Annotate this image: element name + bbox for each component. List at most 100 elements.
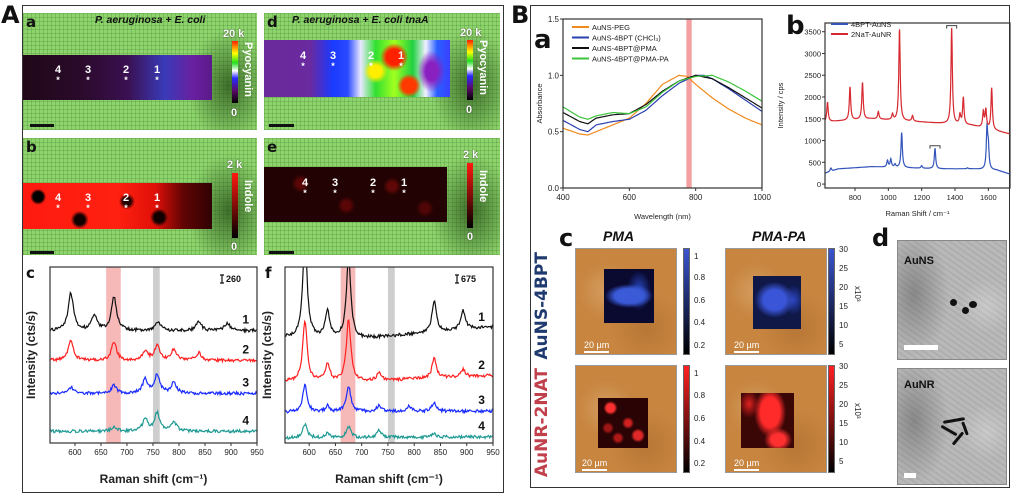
colorbar-indole <box>467 163 473 228</box>
series-label: 4 <box>242 413 249 427</box>
colorbar-tick: 10 <box>839 321 848 330</box>
scale-bar-value: 260 <box>226 274 241 284</box>
y-tick-label: 2000 <box>804 93 821 102</box>
panel-label-Ba: a <box>534 25 552 55</box>
panel-label-d: d <box>267 13 278 31</box>
chart-raman-c: 1 2 3 4 600 650 700 750 800 850 900 950 Raman shift … <box>24 266 264 486</box>
x-tick-label: 650 <box>94 448 108 457</box>
point-1: 1 * <box>397 50 405 71</box>
point-2: 2 * <box>122 64 130 85</box>
x-tick-label: 1000 <box>753 193 771 202</box>
colorbar-tick: 30 <box>839 245 848 254</box>
y-tick-label: 1.0 <box>548 71 560 80</box>
colorbar-unit: x10³ <box>853 286 862 302</box>
x-tick-label: 950 <box>486 448 500 457</box>
raman-map-strip <box>23 55 212 100</box>
series-label: 3 <box>478 393 485 407</box>
point-4: 4 * <box>54 64 62 85</box>
scale-bar <box>269 124 294 127</box>
plot-frame <box>284 266 494 444</box>
peak-bracket-marker <box>929 145 941 149</box>
y-tick-label: 0.5 <box>548 128 560 137</box>
y-tick-label: 1.5 <box>548 15 560 24</box>
map-pyocyanin-tnaA: d P. aeruginosa + E. coli tnaA 4 * 3 * 2 * … <box>264 13 500 130</box>
colorbar-tick: 0.8 <box>694 273 706 282</box>
colorbar-tick: 0.2 <box>694 459 706 468</box>
series-label: 4 <box>478 419 485 433</box>
colorbar-min: 0 <box>467 231 474 243</box>
colorbar-max: 20 k <box>223 28 245 40</box>
y-tick-label: 1000 <box>804 137 821 146</box>
series-line-3 <box>285 383 493 415</box>
series-line-auns-4bpt-chcl- <box>563 74 762 133</box>
series-line-auns-4bpt-pma <box>563 74 762 125</box>
colorbar-max: 2 k <box>227 159 243 171</box>
map-title: P. aeruginosa + E. coli tnaA <box>292 14 429 26</box>
map-indole-coculture: b 4 * 3 * 2 * 1 * 2 k 0 Indole <box>23 138 257 255</box>
point-4: 4 * <box>299 50 307 71</box>
colorbar-min: 0 <box>231 241 238 253</box>
x-tick-label: 700 <box>355 448 369 457</box>
sers-map <box>598 398 648 448</box>
colorbar-max: 20 k <box>460 27 482 39</box>
panel-label-Bb: b <box>786 11 805 41</box>
scale-bar-20um: 20 µm <box>734 340 760 353</box>
colorbar-min: 0 <box>466 104 473 116</box>
legend-label: AuNS-4BPT@PMA <box>592 44 657 53</box>
x-tick-label: 800 <box>689 193 703 202</box>
point-2: 2 * <box>367 50 375 71</box>
legend-label: AuNS-PEG <box>592 23 630 32</box>
series-line-auns-peg <box>563 74 762 136</box>
colorbar-red-absolute <box>828 365 835 473</box>
y-axis-label: Absorbance <box>535 83 544 123</box>
x-tick-label: 900 <box>460 448 474 457</box>
point-3: 3 * <box>84 192 92 213</box>
nanoparticle <box>950 299 957 306</box>
colorbar-blue-relative <box>683 248 690 355</box>
column-title-pma: PMA <box>603 228 635 244</box>
tem-image-aunr: AuNR <box>897 368 1007 485</box>
x-tick-label: 900 <box>224 448 238 457</box>
row-label-aunr-2nat: AuNR-2NAT <box>532 368 552 478</box>
scale-bar <box>904 345 938 350</box>
colorbar-pyocyanin <box>467 40 473 100</box>
colorbar-blue-absolute <box>828 248 835 355</box>
y-axis-label: Intensity (cts/s) <box>24 311 38 399</box>
panel-label-c: c <box>26 264 35 282</box>
x-tick-label: 800 <box>849 193 862 202</box>
point-1: 1 * <box>153 64 161 85</box>
legend-label: AuNS-4BPT@PMA-PA <box>592 55 669 64</box>
highlight-band <box>340 267 356 443</box>
x-tick-label: 800 <box>172 448 186 457</box>
y-tick-label: 3000 <box>804 49 821 58</box>
colorbar-red-relative <box>683 365 690 473</box>
x-tick-label: 400 <box>556 193 570 202</box>
series-line-auns-4bpt-pma-pa <box>563 74 762 120</box>
x-tick-label: 700 <box>120 448 134 457</box>
colorbar-tick: 5 <box>839 340 844 349</box>
x-axis-label: Raman shift (cm⁻¹) <box>100 472 208 486</box>
x-tick-label: 950 <box>250 448 264 457</box>
point-3: 3 * <box>84 64 92 85</box>
tem-image-auns: AuNS <box>897 240 1007 360</box>
scale-bar <box>269 251 294 254</box>
x-axis-label: Raman shift (cm⁻¹) <box>335 472 443 486</box>
x-axis-label: Wavelength (nm) <box>634 212 691 221</box>
y-tick-label: 1500 <box>804 115 821 124</box>
colorbar-tick: 25 <box>839 264 848 273</box>
colorbar-tick: 0.6 <box>694 296 706 305</box>
colorbar-label: Indole <box>242 180 254 213</box>
colorbar-unit: x10³ <box>853 403 862 419</box>
series-label: 2 <box>242 343 249 357</box>
y-tick-label: 0 <box>817 180 821 189</box>
panel-label-a: a <box>26 13 37 31</box>
peak-bracket-marker <box>946 25 958 29</box>
sers-map-auns-pma: 20 µm <box>575 248 677 355</box>
series-line-1 <box>50 290 257 334</box>
highlight-band <box>686 19 692 188</box>
highlight-band <box>152 267 160 443</box>
y-tick-label: 3500 <box>804 28 821 37</box>
panel-B-frame <box>530 5 1010 488</box>
colorbar-tick: 0.8 <box>694 391 706 400</box>
panel-label-B: B <box>511 1 530 29</box>
